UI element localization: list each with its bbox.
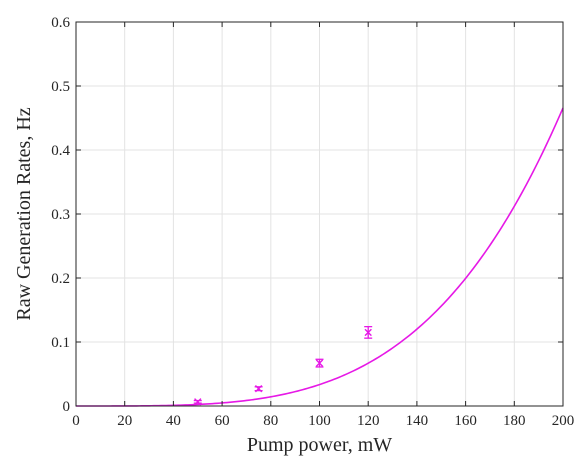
data-point bbox=[364, 325, 373, 339]
x-tick-label: 180 bbox=[503, 413, 526, 429]
ticks-group bbox=[75, 21, 564, 407]
data-point bbox=[254, 385, 263, 393]
grid bbox=[76, 22, 563, 406]
x-marker bbox=[194, 398, 202, 406]
x-tick-label: 160 bbox=[454, 413, 477, 429]
x-axis-title: Pump power, mW bbox=[247, 434, 392, 456]
y-tick-label: 0 bbox=[63, 399, 71, 415]
x-tick-label: 140 bbox=[406, 413, 429, 429]
x-tick-label: 0 bbox=[72, 413, 80, 429]
y-tick-label: 0.1 bbox=[51, 335, 70, 351]
y-tick-label: 0.2 bbox=[51, 271, 70, 287]
x-tick-label: 60 bbox=[215, 413, 230, 429]
data-point bbox=[193, 398, 202, 406]
x-tick-label: 200 bbox=[552, 413, 575, 429]
y-tick-labels: 0 0.1 0.2 0.3 0.4 0.5 0.6 bbox=[51, 15, 70, 415]
y-tick-label: 0.4 bbox=[51, 143, 70, 159]
x-tick-label: 100 bbox=[308, 413, 331, 429]
y-tick-label: 0.5 bbox=[51, 79, 70, 95]
y-axis-title: Raw Generation Rates, Hz bbox=[13, 107, 35, 320]
data-point bbox=[315, 358, 324, 368]
y-tick-label: 0.3 bbox=[51, 207, 70, 223]
x-tick-label: 120 bbox=[357, 413, 380, 429]
x-tick-label: 40 bbox=[166, 413, 181, 429]
x-tick-label: 20 bbox=[117, 413, 132, 429]
x-marker bbox=[254, 385, 263, 393]
y-tick-label: 0.6 bbox=[51, 15, 70, 31]
data-points-group bbox=[193, 325, 373, 406]
x-tick-labels: 0 20 40 60 80 100 120 140 160 180 200 bbox=[72, 413, 574, 429]
x-tick-label: 80 bbox=[263, 413, 278, 429]
x-marker bbox=[364, 328, 372, 337]
x-marker bbox=[315, 359, 324, 367]
